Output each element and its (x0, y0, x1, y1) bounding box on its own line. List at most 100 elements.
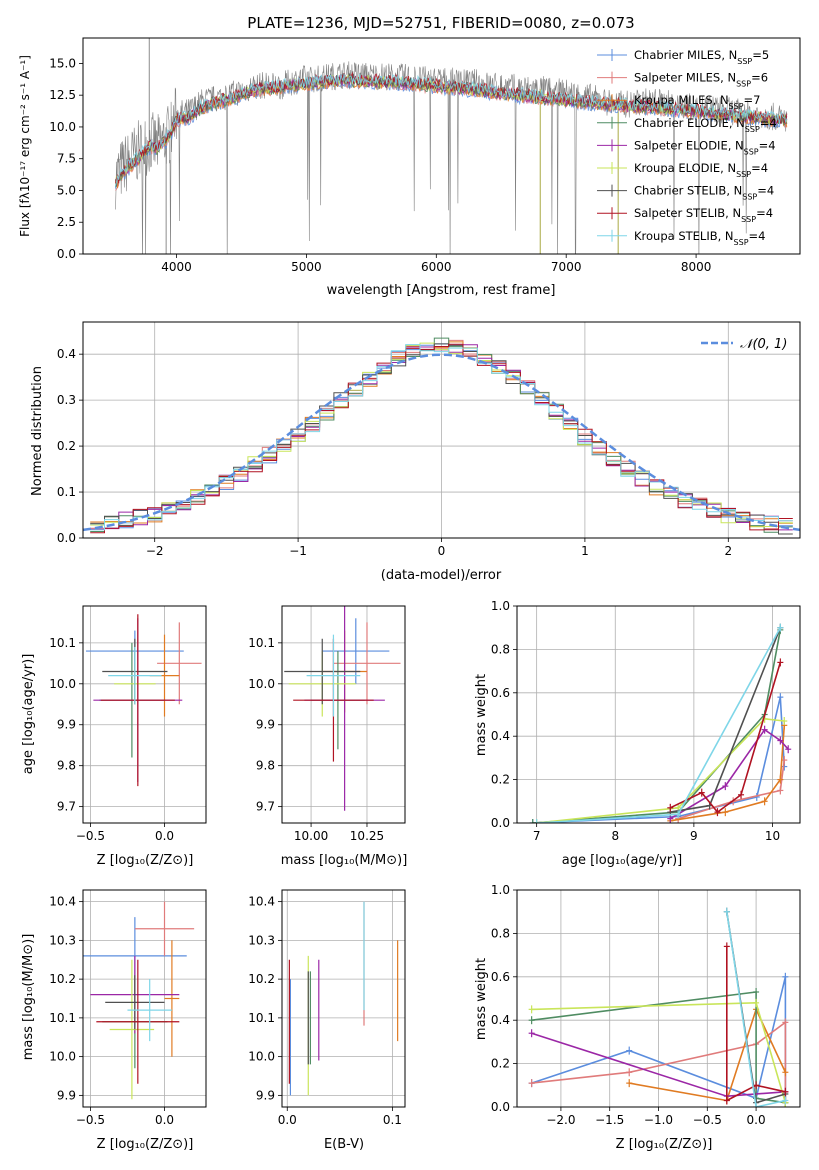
legend-label: Chabrier STELIB, NSSP=4 (634, 184, 774, 202)
legend-model: Salpeter STELIB, N (634, 206, 741, 220)
legend-sub: SSP (741, 215, 756, 224)
legend-model: Chabrier MILES, N (634, 48, 737, 62)
x-tick-label: 7 (533, 829, 541, 843)
residual-histogram (90, 344, 793, 531)
y-tick-label: 0.0 (57, 247, 76, 261)
mass-weight-vs-metallicity-panel: −2.0 −1.5 −1.0 −0.5 0.0 0.0 0.2 0.4 0.6 0.8 1.0 (491, 883, 801, 1127)
x-tick-label: 0.0 (747, 1113, 766, 1127)
age-z-ylabel: age [log₁₀(age/yr)] (21, 654, 36, 775)
x-tick-label: 0.0 (155, 1113, 174, 1127)
y-tick-label: 1.0 (491, 883, 510, 897)
weight-line (726, 946, 786, 1102)
x-tick-label: −0.5 (76, 829, 105, 843)
normal-legend-label: 𝒩(0, 1) (740, 337, 787, 352)
weight-lines (529, 623, 792, 823)
legend-model: Salpeter ELODIE, N (634, 138, 744, 152)
axes-frame (516, 889, 801, 1108)
legend-sub: SSP (745, 124, 760, 133)
age-mass-xlabel: mass [log₁₀(M/M⊙)] (281, 853, 408, 868)
legend-label: Salpeter ELODIE, NSSP=4 (634, 138, 776, 156)
age-vs-mass-panel: 10.00 10.25 9.7 9.8 9.9 10.0 10.1 (248, 605, 406, 843)
weight-line (726, 911, 786, 1107)
weight-line (629, 1007, 787, 1102)
axes-frame (281, 605, 406, 824)
y-tick-label: 10.3 (248, 933, 275, 947)
x-tick-label: 1 (581, 544, 589, 558)
y-tick-label: 9.9 (256, 718, 275, 732)
weight-line (532, 696, 786, 823)
y-tick-label: 0.8 (491, 642, 510, 656)
legend-value: =6 (751, 71, 768, 85)
spectrum-lines (115, 38, 788, 254)
mass-z-xlabel: Z [log₁₀(Z/Z⊙)] (97, 1137, 194, 1152)
y-tick-label: 10.2 (49, 972, 76, 986)
axes-frame (82, 37, 801, 255)
residuals-ylabel: Normed distribution (30, 366, 45, 496)
residual-histogram (90, 342, 793, 528)
y-tick-label: 0.8 (491, 926, 510, 940)
y-tick-label: 10.0 (49, 1050, 76, 1064)
mass-weight-vs-age-panel: 7 8 9 10 0.0 0.2 0.4 0.6 0.8 1.0 (491, 599, 801, 843)
legend-sub: SSP (737, 57, 752, 66)
legend-sub: SSP (742, 192, 757, 201)
y-tick-label: 7.5 (57, 152, 76, 166)
y-tick-label: 9.9 (57, 718, 76, 732)
spectrum-panel: 4000 5000 6000 7000 8000 0.0 2.5 5.0 7.5 10.0 12.5… (49, 37, 801, 274)
age-z-xlabel: Z [log₁₀(Z/Z⊙)] (97, 853, 194, 868)
y-tick-label: 12.5 (49, 88, 76, 102)
legend-value: =4 (751, 161, 768, 175)
y-tick-label: 10.1 (248, 636, 275, 650)
legend-sub: SSP (736, 170, 751, 179)
residual-histogram (90, 337, 793, 533)
x-tick-label: 10.00 (294, 829, 328, 843)
axes-frame (82, 889, 207, 1108)
y-tick-label: 0.1 (57, 485, 76, 499)
y-tick-label: 10.1 (49, 1011, 76, 1025)
legend-label: Kroupa STELIB, NSSP=4 (634, 229, 765, 247)
x-tick-label: 8 (611, 829, 619, 843)
weight-line (532, 629, 782, 823)
residuals-xlabel: (data-model)/error (381, 568, 502, 583)
mass-ebv-xlabel: E(B-V) (324, 1137, 364, 1152)
legend-model: Kroupa ELODIE, N (634, 161, 736, 175)
weight-line (669, 728, 789, 820)
y-tick-label: 0.4 (491, 1013, 510, 1027)
y-tick-label: 0.2 (491, 1057, 510, 1071)
y-tick-label: 0.4 (57, 347, 76, 361)
x-tick-label: 2 (724, 544, 732, 558)
figure-title: PLATE=1236, MJD=52751, FIBERID=0080, z=0… (247, 14, 634, 32)
x-tick-label: −1.0 (644, 1113, 673, 1127)
y-tick-label: 15.0 (49, 56, 76, 70)
spectrum-xlabel: wavelength [Angstrom, rest frame] (327, 283, 556, 298)
x-tick-label: 5000 (291, 260, 322, 274)
axes-frame (516, 605, 801, 824)
y-tick-label: 0.2 (57, 439, 76, 453)
y-tick-label: 9.9 (256, 1088, 275, 1102)
y-tick-label: 2.5 (57, 215, 76, 229)
legend-label: Chabrier ELODIE, NSSP=4 (634, 116, 777, 134)
mass-vs-ebv-panel: 0.0 0.1 9.9 10.0 10.1 10.2 10.3 10.4 (248, 889, 406, 1127)
x-tick-label: 6000 (421, 260, 452, 274)
y-tick-label: 9.8 (57, 759, 76, 773)
x-tick-label: 0 (438, 544, 446, 558)
mw-z-xlabel: Z [log₁₀(Z/Z⊙)] (616, 1137, 713, 1152)
y-tick-label: 10.3 (49, 933, 76, 947)
legend-model: Salpeter MILES, N (634, 71, 736, 85)
y-tick-label: 0.6 (491, 970, 510, 984)
legend-value: =4 (756, 206, 773, 220)
x-tick-label: 7000 (551, 260, 582, 274)
y-tick-label: 0.6 (491, 686, 510, 700)
x-tick-label: 4000 (161, 260, 192, 274)
axes-frame (281, 889, 406, 1108)
legend-model: Chabrier ELODIE, N (634, 116, 745, 130)
legend-label: Chabrier MILES, NSSP=5 (634, 48, 769, 66)
legend-value: =4 (759, 138, 776, 152)
error-bars (83, 901, 195, 1100)
y-tick-label: 5.0 (57, 183, 76, 197)
histograms (83, 337, 800, 535)
x-tick-label: 10.25 (350, 829, 384, 843)
residuals-panel: −2 −1 0 1 2 0.0 0.1 0.2 0.3 0.4 (57, 321, 801, 558)
x-tick-label: 0.0 (155, 829, 174, 843)
spectrum-ylabel: Flux [fλ10⁻¹⁷ erg cm⁻² s⁻¹ A⁻¹] (18, 55, 32, 237)
